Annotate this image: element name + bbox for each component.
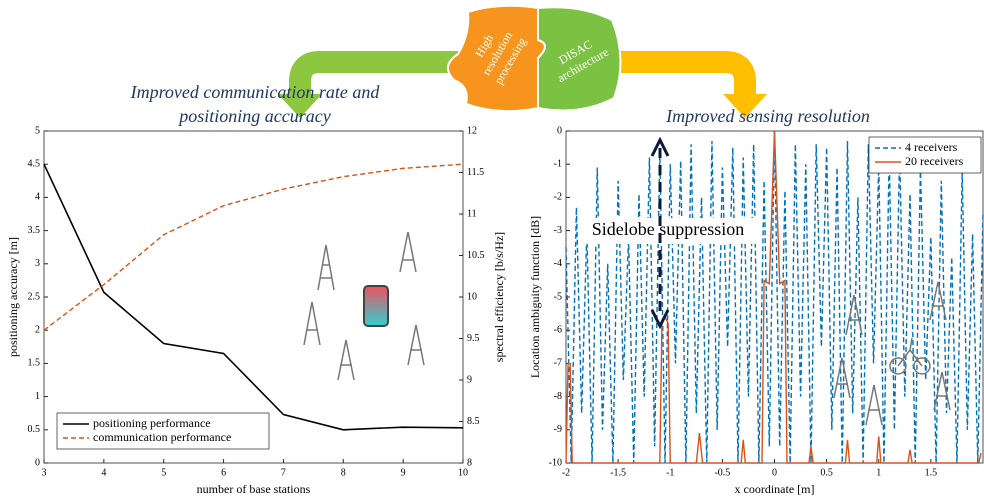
y-tick-label: -8	[554, 391, 562, 402]
annotation-arrowhead	[650, 136, 670, 330]
series-line	[565, 130, 984, 464]
green-arrowhead	[278, 94, 322, 118]
y-tick-label: 3	[35, 258, 40, 269]
phone-icon	[363, 285, 389, 327]
y-tick-label: 2	[35, 324, 40, 335]
yellow-arrow	[610, 51, 756, 96]
y2-tick-label: 9.5	[467, 333, 480, 344]
yellow-arrowhead	[723, 94, 767, 118]
x-axis-label: x coordinate [m]	[735, 482, 815, 496]
legend-label: 20 receivers	[905, 154, 964, 168]
y2-tick-label: 10.5	[467, 250, 485, 261]
y-tick-label: 4.5	[28, 158, 41, 169]
y-tick-label: -7	[554, 358, 562, 369]
x-tick-label: 9	[401, 467, 406, 478]
x-tick-label: 10	[458, 467, 468, 478]
x-tick-label: 8	[341, 467, 346, 478]
y-tick-label: 5	[35, 125, 40, 136]
y2-tick-label: 8	[467, 457, 472, 468]
x-tick-label: 0.5	[820, 467, 833, 478]
y-tick-label: -3	[554, 225, 562, 236]
y-tick-label: 0	[35, 457, 40, 468]
y2-tick-label: 9	[467, 374, 472, 385]
legend-box	[868, 136, 982, 174]
x-tick-label: 6	[221, 467, 226, 478]
y2-tick-label: 12	[467, 125, 477, 136]
x-tick-label: 0	[772, 467, 777, 478]
y-tick-label: -1	[554, 158, 562, 169]
series-line	[43, 163, 464, 331]
y-tick-label: -10	[549, 457, 562, 468]
x-tick-label: -2	[562, 467, 570, 478]
chart-title: Improved communication rate and	[130, 82, 381, 102]
y2-tick-label: 10	[467, 291, 477, 302]
y-tick-label: 1	[35, 391, 40, 402]
x-tick-label: -0.5	[714, 467, 730, 478]
y2-tick-label: 11.5	[467, 167, 484, 178]
y-tick-label: 0	[557, 125, 562, 136]
x-tick-label: 4	[101, 467, 106, 478]
chart-title: Improved sensing resolution	[665, 106, 870, 126]
legend-label: positioning performance	[93, 416, 211, 430]
x-tick-label: -1.5	[610, 467, 626, 478]
annotation-bg	[578, 218, 758, 244]
y2-tick-label: 11	[467, 208, 477, 219]
legend-label: communication performance	[93, 430, 231, 444]
x-tick-label: -1	[666, 467, 674, 478]
legend-label: 4 receivers	[905, 140, 958, 154]
x-tick-label: 1.5	[925, 467, 938, 478]
y-tick-label: 4	[35, 192, 40, 203]
y-tick-label: 3.5	[28, 225, 41, 236]
x-tick-label: 7	[281, 467, 286, 478]
annotation: Sidelobe suppression	[592, 219, 745, 239]
y-tick-label: -2	[554, 192, 562, 203]
y-tick-label: -9	[554, 424, 562, 435]
x-tick-label: 3	[42, 467, 47, 478]
puzzle-right	[537, 6, 622, 112]
x-axis-label: number of base stations	[197, 482, 311, 496]
y-axis-label: Location ambiguity function [dB]	[528, 216, 542, 378]
y-tick-label: -5	[554, 291, 562, 302]
green-arrow	[289, 51, 470, 96]
x-tick-label: 5	[161, 467, 166, 478]
x-tick-label: 1	[876, 467, 881, 478]
y-tick-label: 1.5	[28, 358, 41, 369]
y-tick-label: 2.5	[28, 291, 41, 302]
y-tick-label: -4	[554, 258, 562, 269]
icons	[303, 231, 951, 426]
chart-title: positioning accuracy	[177, 106, 330, 126]
plot-frame	[565, 130, 984, 464]
y-axis-label: positioning accuracy [m]	[6, 237, 20, 357]
y-tick-label: -6	[554, 324, 562, 335]
y2-axis-label: spectral efficiency [b/s/Hz]	[492, 232, 506, 362]
series-line	[43, 163, 464, 431]
y2-tick-label: 8.5	[467, 416, 480, 427]
legend-box	[56, 412, 270, 450]
y-tick-label: 0.5	[28, 424, 41, 435]
